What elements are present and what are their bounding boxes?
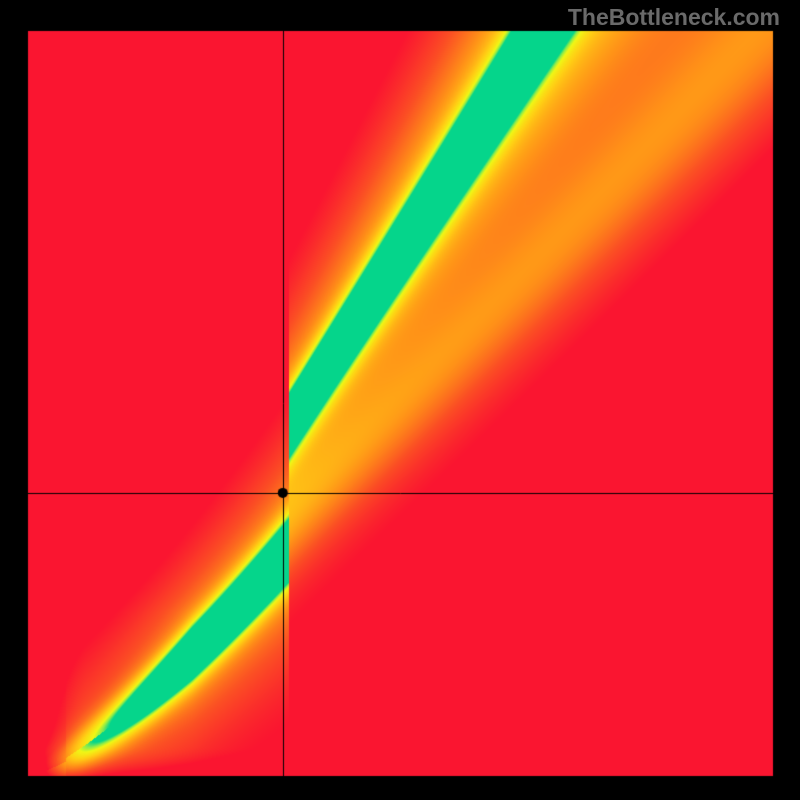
chart-container: TheBottleneck.com bbox=[0, 0, 800, 800]
watermark-text: TheBottleneck.com bbox=[568, 4, 780, 31]
heatmap-canvas bbox=[0, 0, 800, 800]
